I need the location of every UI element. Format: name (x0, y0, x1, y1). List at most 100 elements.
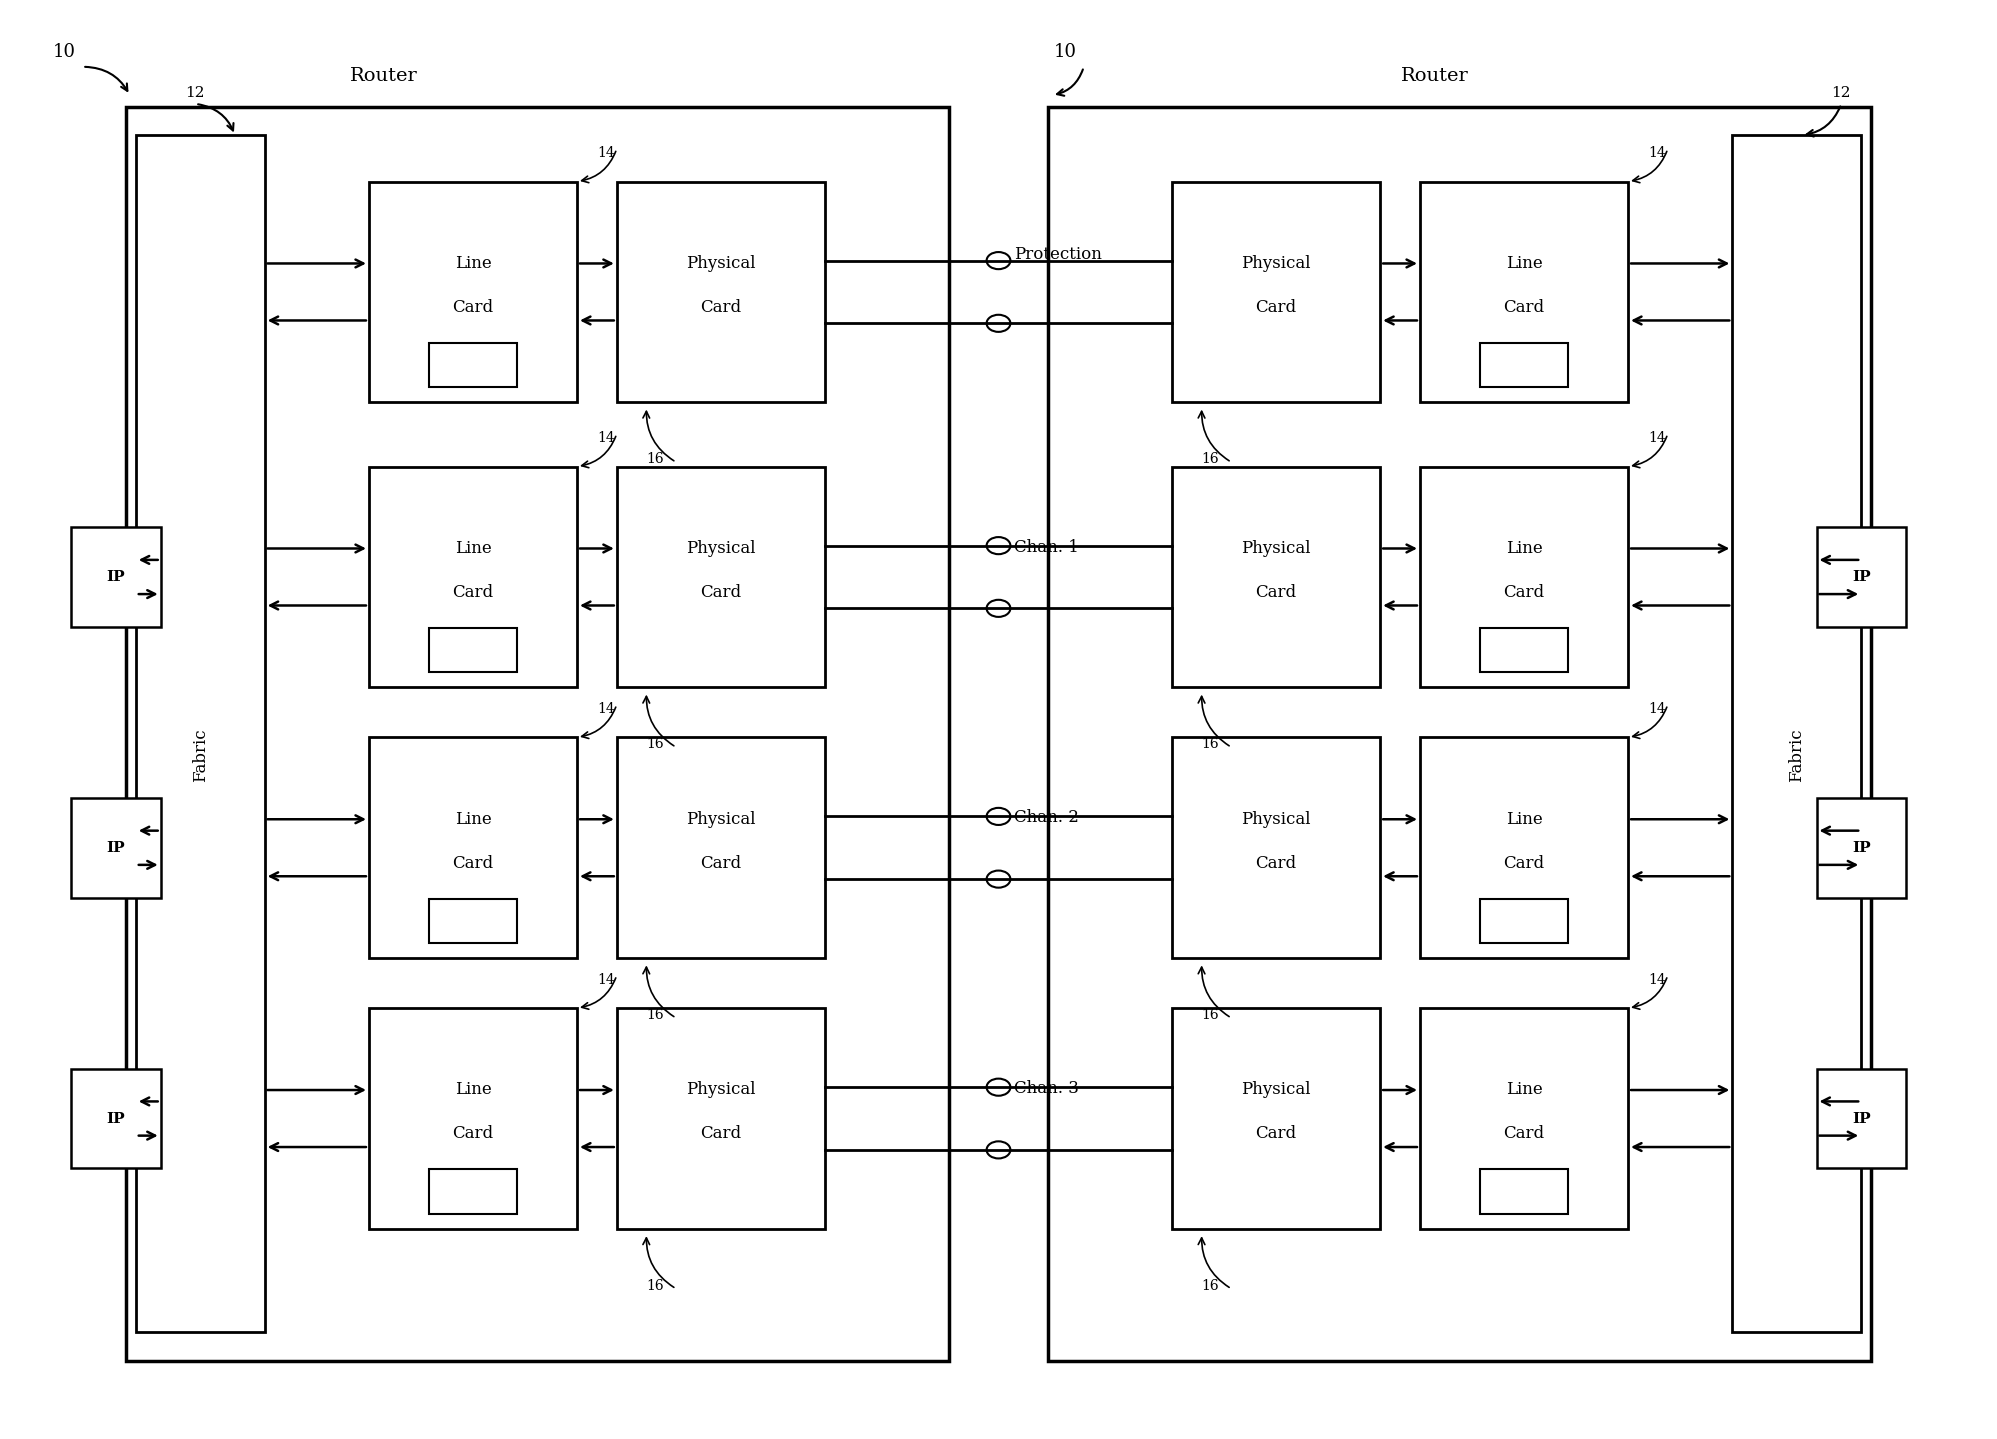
Text: 16: 16 (647, 1009, 665, 1022)
Text: Chan. 1: Chan. 1 (1014, 538, 1078, 555)
Bar (1172, 737, 1380, 958)
Text: IP: IP (106, 840, 126, 855)
Text: 12: 12 (1831, 85, 1851, 99)
Text: Line: Line (1506, 1081, 1542, 1098)
Bar (1420, 737, 1628, 958)
Bar (429, 627, 517, 672)
Text: 14: 14 (1648, 702, 1665, 717)
Bar (1048, 106, 1871, 1361)
Text: Card: Card (701, 1125, 741, 1143)
Text: Fabric: Fabric (192, 728, 210, 781)
Text: Physical: Physical (1242, 540, 1310, 557)
Bar (1817, 1069, 1905, 1168)
Bar (1480, 627, 1568, 672)
Text: Physical: Physical (687, 810, 755, 827)
Text: Chan. 3: Chan. 3 (1014, 1081, 1078, 1097)
Text: Line: Line (455, 255, 491, 272)
Text: Card: Card (701, 299, 741, 317)
Text: IP: IP (106, 570, 126, 584)
Text: Card: Card (453, 299, 493, 317)
Text: Card: Card (1504, 584, 1544, 602)
Bar (1420, 181, 1628, 403)
Text: Protection: Protection (1014, 246, 1102, 263)
Text: 10: 10 (1054, 43, 1076, 60)
Text: 14: 14 (1648, 973, 1665, 987)
Bar (617, 737, 825, 958)
Bar (369, 181, 577, 403)
Bar (429, 898, 517, 943)
Text: 16: 16 (1202, 737, 1220, 751)
Text: 16: 16 (647, 452, 665, 466)
Text: 16: 16 (1202, 1279, 1220, 1292)
Text: Card: Card (701, 855, 741, 872)
Text: Card: Card (453, 584, 493, 602)
Text: 14: 14 (1648, 432, 1665, 445)
Text: IP: IP (106, 1111, 126, 1125)
Text: 14: 14 (597, 147, 615, 160)
Text: Card: Card (1504, 299, 1544, 317)
Text: 14: 14 (1648, 147, 1665, 160)
Text: Card: Card (1256, 584, 1296, 602)
Text: Physical: Physical (1242, 1081, 1310, 1098)
Text: Card: Card (453, 1125, 493, 1143)
Text: 14: 14 (597, 432, 615, 445)
Bar (617, 1009, 825, 1229)
Text: 16: 16 (1202, 452, 1220, 466)
Text: Physical: Physical (1242, 255, 1310, 272)
Bar (429, 1170, 517, 1213)
Text: Router: Router (1402, 68, 1468, 85)
Bar (369, 737, 577, 958)
Text: Line: Line (1506, 255, 1542, 272)
Text: Line: Line (1506, 540, 1542, 557)
Bar (1420, 1009, 1628, 1229)
Bar (369, 1009, 577, 1229)
Bar (72, 527, 160, 627)
Bar (1172, 181, 1380, 403)
Text: Chan. 2: Chan. 2 (1014, 809, 1078, 826)
Text: Physical: Physical (1242, 810, 1310, 827)
Bar (72, 1069, 160, 1168)
Text: Card: Card (1504, 1125, 1544, 1143)
Text: Physical: Physical (687, 1081, 755, 1098)
Text: Line: Line (455, 810, 491, 827)
Text: Line: Line (455, 1081, 491, 1098)
Text: 16: 16 (1202, 1009, 1220, 1022)
Bar (1817, 527, 1905, 627)
Bar (1172, 466, 1380, 688)
Text: IP: IP (1851, 840, 1871, 855)
Text: Card: Card (1256, 1125, 1296, 1143)
Text: Physical: Physical (687, 540, 755, 557)
Text: Card: Card (1256, 299, 1296, 317)
Text: Card: Card (701, 584, 741, 602)
Text: 14: 14 (597, 973, 615, 987)
Text: Card: Card (453, 855, 493, 872)
Bar (1172, 1009, 1380, 1229)
Bar (617, 181, 825, 403)
Text: 12: 12 (186, 85, 206, 99)
Bar (72, 797, 160, 898)
Bar (617, 466, 825, 688)
Bar (126, 106, 949, 1361)
Bar (1480, 1170, 1568, 1213)
Bar (369, 466, 577, 688)
Text: IP: IP (1851, 1111, 1871, 1125)
Bar (1420, 466, 1628, 688)
Bar (1480, 342, 1568, 387)
Bar (1817, 797, 1905, 898)
Text: Line: Line (455, 540, 491, 557)
Text: Card: Card (1504, 855, 1544, 872)
Text: Card: Card (1256, 855, 1296, 872)
Bar (429, 342, 517, 387)
Text: Line: Line (1506, 810, 1542, 827)
Text: Router: Router (349, 68, 417, 85)
Text: 16: 16 (647, 737, 665, 751)
Text: Physical: Physical (687, 255, 755, 272)
Text: 14: 14 (597, 702, 615, 717)
Text: Fabric: Fabric (1787, 728, 1805, 781)
Bar (1480, 898, 1568, 943)
Bar (1731, 135, 1861, 1333)
Text: 16: 16 (647, 1279, 665, 1292)
Bar (136, 135, 266, 1333)
Text: 10: 10 (52, 43, 76, 60)
Text: IP: IP (1851, 570, 1871, 584)
